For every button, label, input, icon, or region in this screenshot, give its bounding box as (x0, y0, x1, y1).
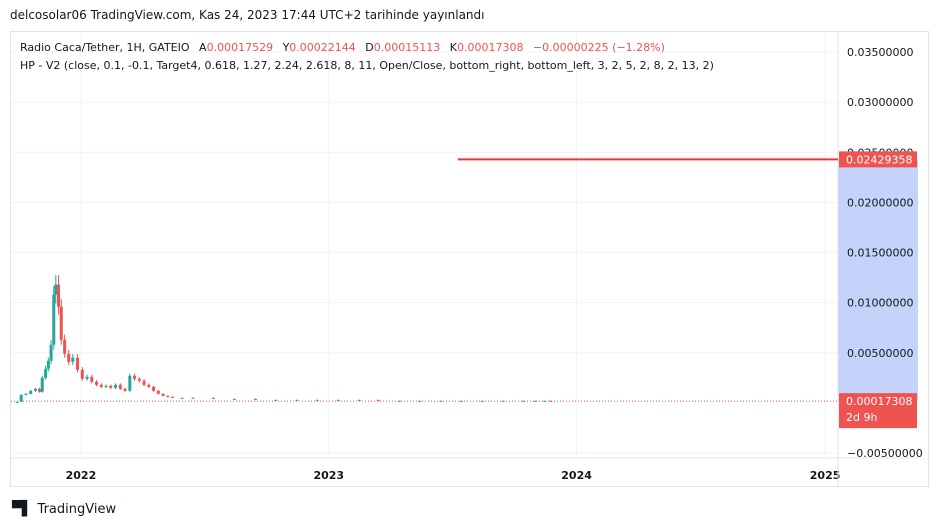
candle-body (137, 378, 141, 381)
x-tick-label: 2025 (810, 469, 841, 482)
candle-body (15, 401, 19, 403)
candle-body (71, 357, 75, 362)
chart-frame (10, 31, 929, 487)
candle-body (99, 384, 103, 387)
candle-body (63, 339, 67, 354)
last-price-badge (839, 393, 917, 429)
candle-body (274, 399, 278, 401)
candle-body (57, 284, 61, 307)
indicator-label[interactable]: HP - V2 (close, 0.1, -0.1, Target4, 0.61… (20, 59, 714, 72)
candle-body (180, 397, 184, 399)
candle-body (439, 400, 443, 402)
open-value: 0.00017529 (206, 41, 274, 54)
countdown-label: 2d 9h (846, 411, 877, 424)
y-tick-label: 0.03000000 (847, 96, 913, 109)
candle-body (123, 388, 127, 391)
candle-body (59, 306, 63, 340)
target-price-label: 0.02429358 (846, 153, 912, 166)
publish-info: delcosolar06 TradingView.com, Kas 24, 20… (10, 8, 485, 22)
candle-body (24, 393, 28, 395)
candle-body (85, 376, 89, 379)
target-price-badge (839, 151, 917, 168)
low-label: D (365, 41, 374, 54)
brand-name[interactable]: TradingView (37, 501, 117, 517)
close-label: K (449, 41, 457, 54)
candle-body (114, 384, 118, 388)
candle-body (156, 390, 160, 394)
tradingview-logo-icon[interactable]: ▀▌ (12, 501, 33, 517)
high-label: Y (282, 41, 290, 54)
candle-body (52, 294, 56, 345)
candle-body (522, 400, 526, 402)
y-tick-label: 0.03500000 (847, 46, 913, 59)
candle-body (152, 386, 156, 391)
candle-body (95, 381, 99, 385)
candle-body (128, 375, 132, 391)
low-value: 0.00015113 (373, 41, 441, 54)
last-price-label: 0.00017308 (846, 395, 912, 408)
candle-body (295, 399, 299, 401)
y-tick-label: −0.00500000 (847, 447, 923, 460)
candle-body (49, 344, 53, 361)
candle-body (336, 399, 340, 401)
candle-body (44, 368, 48, 378)
candle-body (232, 398, 236, 400)
chart-legend: Radio Caca/Tether, 1H, GATEIO A0.0001752… (20, 39, 714, 75)
target-zone (838, 159, 918, 402)
candle-body (54, 284, 58, 295)
y-tick-label: 0.01500000 (847, 247, 913, 260)
candle-body (142, 380, 146, 385)
candle-body (171, 396, 175, 398)
candle-body (480, 400, 484, 402)
y-tick-label: 0.02000000 (847, 196, 913, 209)
y-tick-label: 0.00500000 (847, 347, 913, 360)
candle-body (33, 388, 37, 391)
candle-body (418, 400, 422, 402)
candle-body (397, 400, 401, 402)
x-tick-label: 2023 (313, 469, 344, 482)
candle-body (315, 399, 319, 401)
candle-body (80, 369, 84, 379)
x-tick-label: 2024 (561, 469, 592, 482)
candle-body (46, 360, 50, 369)
candle-body (118, 384, 122, 389)
candle-body (191, 397, 195, 399)
candle-body (147, 384, 151, 387)
high-value: 0.00022144 (289, 41, 356, 54)
candle-body (67, 353, 71, 362)
candle-body (357, 399, 361, 401)
candle-body (38, 388, 42, 392)
candle-body (90, 376, 94, 382)
open-label: A (199, 41, 207, 54)
candle-body (376, 399, 380, 401)
change-value: −0.00000225 (−1.28%) (532, 41, 665, 54)
candle-body (549, 400, 553, 402)
y-tick-label: 0.01000000 (847, 297, 913, 310)
candle-body (533, 400, 537, 402)
candle-body (543, 400, 547, 402)
footer: ▀▌ TradingView (12, 501, 116, 517)
candle-body (29, 390, 33, 394)
x-tick-label: 2022 (66, 469, 97, 482)
candle-body (501, 400, 505, 402)
candle-body (133, 375, 137, 379)
candle-body (459, 400, 463, 402)
candle-body (76, 357, 80, 370)
candle-body (104, 385, 108, 387)
candle-body (161, 393, 165, 396)
symbol-label[interactable]: Radio Caca/Tether, 1H, GATEIO (20, 41, 190, 54)
candle-body (211, 397, 215, 399)
close-value: 0.00017308 (456, 41, 524, 54)
candle-body (253, 398, 257, 400)
candle-body (40, 377, 44, 392)
candle-body (109, 385, 113, 388)
candle-body (19, 394, 23, 402)
ohlc-row: Radio Caca/Tether, 1H, GATEIO A0.0001752… (20, 39, 714, 57)
candle-body (166, 395, 170, 397)
